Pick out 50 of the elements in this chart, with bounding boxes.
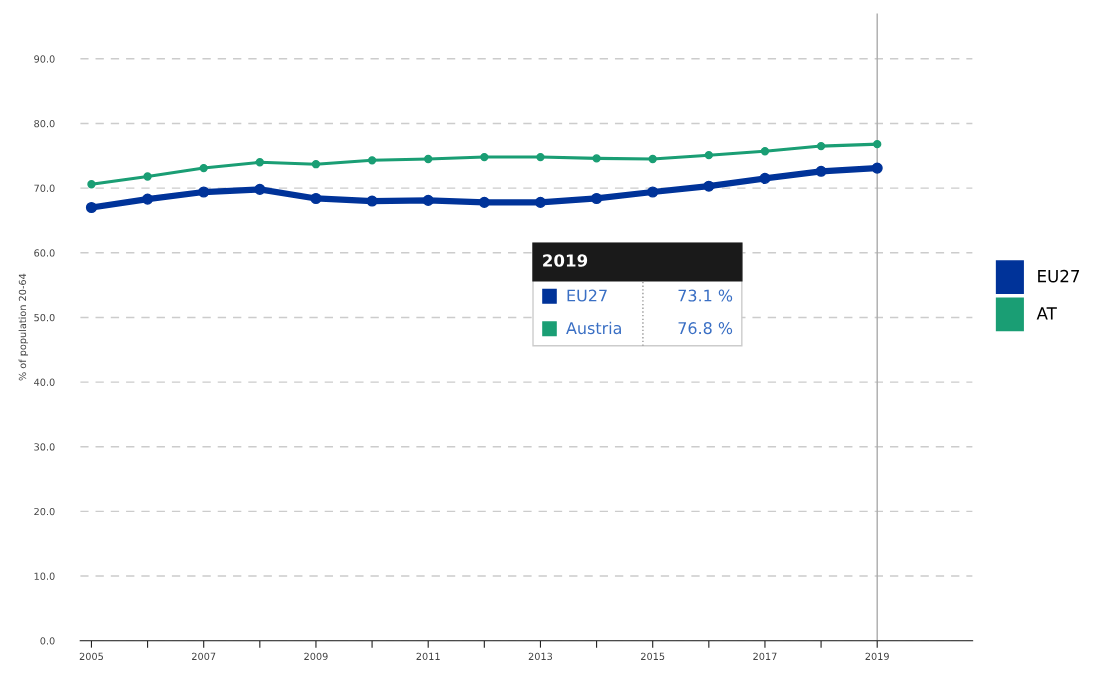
point bbox=[704, 150, 713, 160]
legend-label: EU27 bbox=[1038, 269, 1080, 283]
point bbox=[592, 154, 601, 163]
x-tick-label: 2005 bbox=[79, 652, 103, 661]
x-tick-label: 2017 bbox=[753, 652, 777, 661]
legend-label: AT bbox=[1036, 307, 1057, 320]
point bbox=[647, 186, 659, 198]
point bbox=[759, 172, 771, 184]
x-tick-label: 2007 bbox=[192, 652, 216, 661]
y-tick-label: 90.0 bbox=[34, 55, 55, 63]
point bbox=[703, 180, 715, 192]
point bbox=[143, 172, 152, 181]
y-tick-label: 40.0 bbox=[34, 378, 55, 386]
point bbox=[648, 154, 657, 164]
point bbox=[536, 152, 545, 162]
point bbox=[871, 162, 883, 174]
y-tick-label: 50.0 bbox=[34, 313, 55, 322]
point bbox=[366, 195, 378, 207]
point bbox=[760, 147, 770, 156]
point bbox=[311, 160, 321, 169]
point bbox=[424, 154, 433, 164]
point bbox=[367, 156, 377, 165]
y-tick-label: 70.0 bbox=[34, 184, 55, 192]
y-tick-label: 0.0 bbox=[40, 637, 55, 645]
x-tick-label: 2013 bbox=[528, 652, 553, 661]
point bbox=[873, 139, 882, 149]
y-tick-label: 10.0 bbox=[34, 572, 55, 580]
point bbox=[816, 141, 826, 151]
point bbox=[87, 180, 96, 189]
point bbox=[480, 152, 489, 162]
point bbox=[254, 183, 266, 195]
point bbox=[815, 165, 827, 177]
y-axis-title: % of population 20-64 bbox=[18, 273, 29, 381]
y-tick-label: 30.0 bbox=[34, 443, 55, 451]
point bbox=[422, 194, 434, 206]
point bbox=[198, 186, 210, 198]
point bbox=[255, 158, 264, 167]
point bbox=[199, 163, 208, 173]
point bbox=[310, 192, 322, 205]
x-tick-label: 2009 bbox=[304, 652, 328, 661]
x-tick-label: 2015 bbox=[641, 652, 665, 661]
point bbox=[142, 193, 154, 205]
x-tick-label: 2011 bbox=[416, 652, 440, 661]
y-tick-label: 80.0 bbox=[34, 119, 55, 128]
y-tick-label: 20.0 bbox=[34, 507, 55, 516]
point bbox=[591, 192, 603, 205]
point bbox=[85, 201, 98, 214]
y-tick-label: 60.0 bbox=[34, 249, 55, 257]
x-tick-label: 2019 bbox=[865, 652, 889, 661]
point bbox=[478, 196, 490, 208]
